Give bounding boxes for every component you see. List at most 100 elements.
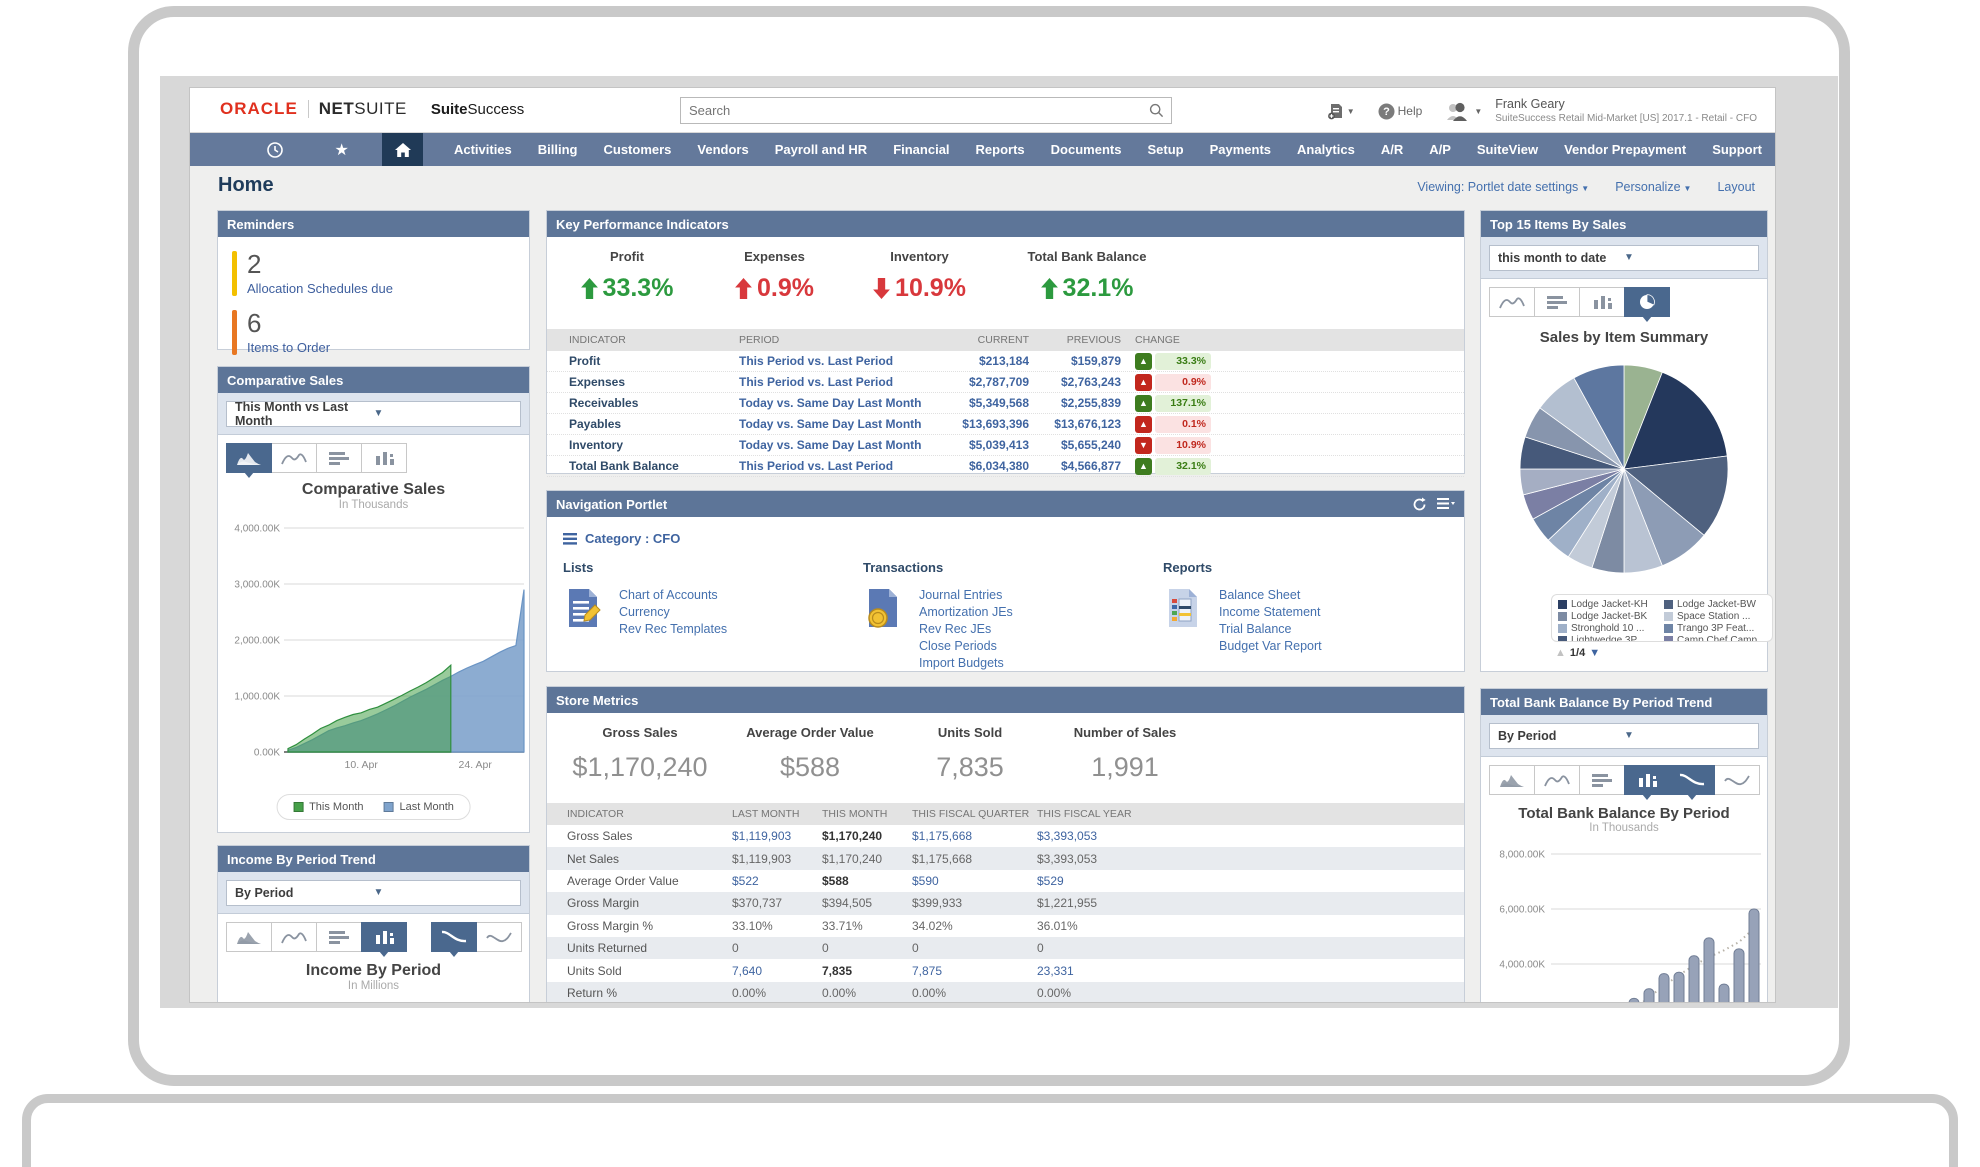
nav-link-rev-rec-templates[interactable]: Rev Rec Templates [619, 622, 728, 636]
bank-bar[interactable] [1688, 955, 1700, 1002]
top-items-header[interactable]: Top 15 Items By Sales [1481, 211, 1767, 237]
nav-link-close-periods[interactable]: Close Periods [919, 639, 997, 653]
chart-type-hbar-button[interactable] [1579, 765, 1625, 795]
nav-item-vendor-prepayment[interactable]: Vendor Prepayment [1564, 142, 1687, 157]
kpi-previous-value[interactable]: $4,566,877 [1060, 459, 1121, 473]
store-metrics-header[interactable]: Store Metrics [547, 687, 1464, 713]
kpi-current-value[interactable]: $13,693,396 [962, 417, 1029, 431]
nav-item-vendors[interactable]: Vendors [697, 142, 749, 157]
pie-slice[interactable] [1623, 455, 1729, 536]
nav-link-chart-of-accounts[interactable]: Chart of Accounts [619, 588, 718, 602]
pie-slice[interactable] [1573, 364, 1625, 470]
chart-type-area-button[interactable] [1489, 765, 1535, 795]
chart-type-pie-button[interactable] [1624, 287, 1670, 322]
nav-item-customers[interactable]: Customers [603, 142, 672, 157]
chart-type-line-button[interactable] [271, 443, 317, 473]
kpi-indicator-link[interactable]: Inventory [569, 438, 624, 452]
kpi-portlet-header[interactable]: Key Performance Indicators [547, 211, 1464, 237]
store-cell[interactable]: 23,331 [1037, 963, 1074, 978]
quick-add-button[interactable]: ▼ [1327, 103, 1355, 120]
nav-item-support[interactable]: Support [1712, 142, 1763, 157]
kpi-previous-value[interactable]: $5,655,240 [1060, 438, 1121, 452]
navigation-portlet-header[interactable]: Navigation Portlet [547, 491, 1464, 517]
nav-item-activities[interactable]: Activities [453, 142, 512, 157]
chart-type-line-button[interactable] [271, 922, 317, 952]
kpi-previous-value[interactable]: $159,879 [1070, 354, 1121, 368]
bank-bar[interactable] [1628, 997, 1640, 1002]
nav-link-import-budgets[interactable]: Import Budgets [919, 656, 1004, 670]
store-cell[interactable]: $588 [822, 873, 849, 888]
chart-type-hbar-button[interactable] [316, 922, 362, 952]
chart-type-trend-button[interactable] [431, 922, 477, 957]
legend-page-up-icon[interactable]: ▲ [1555, 647, 1566, 659]
chart-type-hbar-button[interactable] [1534, 287, 1580, 317]
nav-link-amortization-jes[interactable]: Amortization JEs [919, 605, 1013, 619]
pie-slice[interactable] [1623, 371, 1728, 470]
nav-item-payroll-and-hr[interactable]: Payroll and HR [774, 142, 868, 157]
chart-type-area-button[interactable] [226, 922, 272, 952]
bank-bar[interactable] [1658, 973, 1670, 1002]
search-input[interactable] [681, 103, 1149, 118]
user-info[interactable]: Frank Geary SuiteSuccess Retail Mid-Mark… [1495, 97, 1757, 125]
nav-link-balance-sheet[interactable]: Balance Sheet [1219, 588, 1301, 602]
reminder-label[interactable]: Items to Order [247, 340, 331, 355]
chart-type-hbar-button[interactable] [316, 443, 362, 473]
bank-bar[interactable] [1643, 988, 1655, 1002]
nav-link-income-statement[interactable]: Income Statement [1219, 605, 1321, 619]
kpi-indicator-link[interactable]: Expenses [569, 375, 626, 389]
bank-trend-filter-select[interactable]: By Period ▼ [1489, 722, 1759, 749]
nav-link-currency[interactable]: Currency [619, 605, 670, 619]
kpi-period-link[interactable]: This Period vs. Last Period [739, 354, 894, 368]
kpi-current-value[interactable]: $213,184 [978, 354, 1029, 368]
store-cell[interactable]: $529 [1037, 873, 1064, 888]
refresh-button[interactable] [1412, 497, 1427, 512]
kpi-current-value[interactable]: $5,349,568 [968, 396, 1029, 410]
kpi-current-value[interactable]: $2,787,709 [968, 375, 1029, 389]
home-tab[interactable] [382, 133, 423, 166]
nav-item-documents[interactable]: Documents [1050, 142, 1122, 157]
nav-item-a-r[interactable]: A/R [1380, 142, 1404, 157]
reminders-portlet-header[interactable]: Reminders [218, 211, 529, 237]
chart-type-trend2-button[interactable] [476, 922, 522, 952]
layout-link[interactable]: Layout [1717, 180, 1755, 194]
reminder-label[interactable]: Allocation Schedules due [247, 281, 393, 296]
nav-item-a-p[interactable]: A/P [1429, 142, 1451, 157]
recent-records-button[interactable] [260, 133, 289, 166]
help-button[interactable]: ? Help [1378, 103, 1422, 120]
store-cell[interactable]: $1,175,668 [912, 829, 973, 844]
kpi-current-value[interactable]: $6,034,380 [968, 459, 1029, 473]
store-cell[interactable]: 7,640 [732, 963, 763, 978]
personalize-link[interactable]: Personalize ▼ [1615, 180, 1692, 194]
kpi-indicator-link[interactable]: Profit [569, 354, 601, 368]
bank-bar[interactable] [1748, 908, 1760, 1002]
comparative-sales-header[interactable]: Comparative Sales [218, 367, 529, 393]
store-cell[interactable]: $1,119,903 [732, 829, 792, 844]
store-cell[interactable]: $3,393,053 [1037, 829, 1098, 844]
store-cell[interactable]: $590 [912, 873, 939, 888]
chart-type-vbar-button[interactable] [361, 443, 407, 473]
reminder-item[interactable]: 6 Items to Order [232, 310, 529, 355]
search-icon[interactable] [1149, 103, 1164, 118]
store-cell[interactable]: $1,170,240 [822, 829, 883, 844]
nav-link-trial-balance[interactable]: Trial Balance [1219, 622, 1292, 636]
bank-bar[interactable] [1673, 971, 1685, 1002]
nav-item-financial[interactable]: Financial [893, 142, 950, 157]
kpi-indicator-link[interactable]: Payables [569, 417, 622, 431]
kpi-indicator-link[interactable]: Total Bank Balance [569, 459, 679, 473]
chart-type-trend-button[interactable] [1669, 765, 1715, 800]
portlet-menu-button[interactable] [1437, 498, 1455, 510]
bank-bar[interactable] [1718, 983, 1730, 1002]
comparative-sales-filter-select[interactable]: This Month vs Last Month ▼ [226, 400, 521, 428]
store-cell[interactable]: 7,835 [822, 963, 853, 978]
kpi-period-link[interactable]: Today vs. Same Day Last Month [739, 396, 922, 410]
nav-item-billing[interactable]: Billing [537, 142, 578, 157]
nav-link-budget-var-report[interactable]: Budget Var Report [1219, 639, 1322, 653]
kpi-period-link[interactable]: This Period vs. Last Period [739, 375, 894, 389]
kpi-previous-value[interactable]: $2,255,839 [1060, 396, 1121, 410]
bank-trend-header[interactable]: Total Bank Balance By Period Trend [1481, 689, 1767, 715]
nav-item-reports[interactable]: Reports [975, 142, 1025, 157]
chart-type-trend2-button[interactable] [1714, 765, 1760, 795]
nav-item-suiteview[interactable]: SuiteView [1476, 142, 1539, 157]
chart-type-vbar-button[interactable] [361, 922, 407, 957]
chart-type-vbar-button[interactable] [1579, 287, 1625, 317]
